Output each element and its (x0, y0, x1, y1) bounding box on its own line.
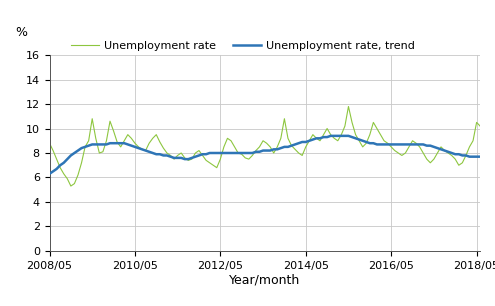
Unemployment rate, trend (103, 143, 109, 146)
Unemployment rate (68, 184, 74, 188)
Unemployment rate, trend (47, 172, 52, 176)
Unemployment rate, trend (424, 144, 430, 147)
Unemployment rate (107, 119, 113, 123)
Legend: Unemployment rate, Unemployment rate, trend: Unemployment rate, Unemployment rate, tr… (71, 41, 415, 51)
Unemployment rate, trend (86, 144, 92, 147)
Unemployment rate (346, 105, 351, 108)
Line: Unemployment rate, trend: Unemployment rate, trend (50, 136, 495, 174)
Unemployment rate (89, 117, 95, 121)
X-axis label: Year/month: Year/month (229, 274, 300, 286)
Unemployment rate (207, 161, 213, 165)
Unemployment rate (431, 157, 437, 161)
Unemployment rate, trend (189, 156, 195, 160)
Text: %: % (15, 26, 27, 39)
Unemployment rate (427, 161, 433, 165)
Unemployment rate, trend (203, 152, 209, 156)
Unemployment rate, trend (427, 144, 433, 147)
Unemployment rate, trend (328, 134, 334, 138)
Unemployment rate (47, 141, 52, 145)
Line: Unemployment rate: Unemployment rate (50, 106, 495, 186)
Unemployment rate (193, 151, 198, 155)
